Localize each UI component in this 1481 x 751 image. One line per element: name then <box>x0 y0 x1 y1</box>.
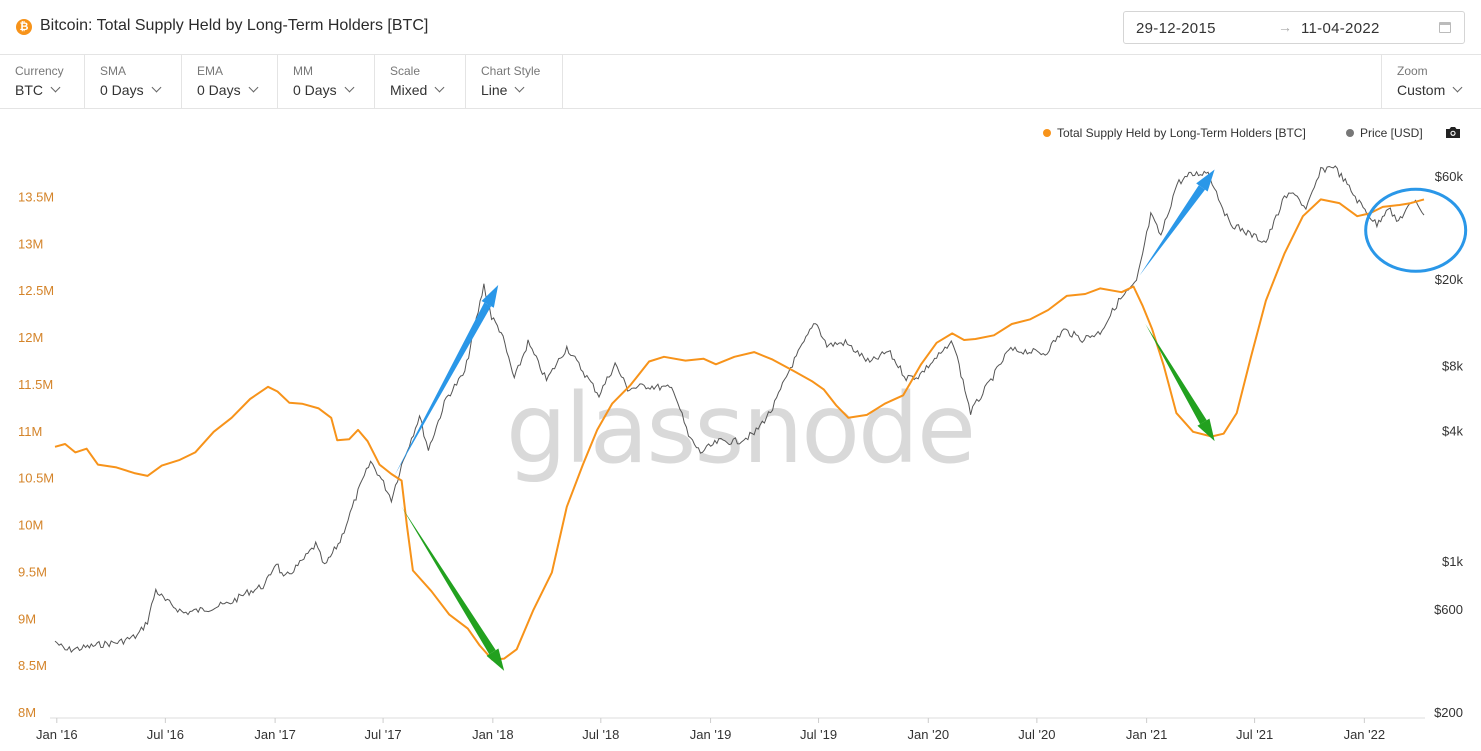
zoom-value[interactable]: Custom <box>1397 82 1463 98</box>
left-axis-tick-label: 9.5M <box>18 564 47 579</box>
x-axis: Jan '16 Jul '16 Jan '17 Jul '17 Jan '18 Jul '… <box>36 718 1385 742</box>
x-axis-tick-label: Jan '19 <box>690 727 732 742</box>
green-arrow-shaft <box>401 506 496 655</box>
blue-arrow-head <box>481 285 499 308</box>
watermark: glassnode <box>506 373 974 485</box>
chart-title: Bitcoin: Total Supply Held by Long-Term … <box>40 17 429 34</box>
right-axis-tick-label: $200 <box>1434 705 1463 720</box>
x-axis-tick-label: Jul '20 <box>1018 727 1055 742</box>
mm-value[interactable]: 0 Days <box>293 82 355 98</box>
x-axis-tick-label: Jan '22 <box>1344 727 1386 742</box>
currency-value[interactable]: BTC <box>15 82 61 98</box>
x-axis-tick-label: Jan '16 <box>36 727 78 742</box>
legend-dot-lth <box>1043 129 1051 137</box>
right-axis-tick-label: $1k <box>1442 554 1463 569</box>
date-from-field[interactable]: 29-12-2015 <box>1136 20 1216 37</box>
legend-label-price: Price [USD] <box>1360 126 1423 140</box>
left-axis-tick-label: 13M <box>18 236 43 251</box>
ema-select[interactable]: EMA 0 Days <box>182 55 278 108</box>
left-axis-tick-label: 11.5M <box>18 377 53 392</box>
lth-supply-line <box>54 198 1425 661</box>
left-axis-tick-label: 12.5M <box>18 283 54 298</box>
legend-item-price[interactable]: Price [USD] <box>1346 126 1423 140</box>
blue-arrow-shaft <box>394 302 492 476</box>
scale-label: Scale <box>390 64 421 78</box>
camera-icon[interactable] <box>1445 126 1461 139</box>
left-axis-tick-label: 10M <box>18 518 43 533</box>
arrow-right-icon: → <box>1278 19 1292 35</box>
green-arrow-head <box>486 648 505 671</box>
date-range-picker[interactable]: 29-12-2015 → 11-04-2022 <box>1123 11 1465 44</box>
legend-label-lth: Total Supply Held by Long-Term Holders [… <box>1057 126 1306 140</box>
chart-style-select[interactable]: Chart Style Line <box>466 55 563 108</box>
annotations-layer <box>394 169 1468 671</box>
right-axis-tick-label: $4k <box>1442 423 1463 438</box>
green-arrow-head <box>1197 418 1215 442</box>
right-axis-tick-label: $20k <box>1435 272 1464 287</box>
legend-item-lth[interactable]: Total Supply Held by Long-Term Holders [… <box>1043 126 1306 140</box>
right-axis-tick-label: $8k <box>1442 358 1463 373</box>
chart-toolbar: Currency BTC SMA 0 Days EMA 0 Days MM 0 … <box>0 55 1481 109</box>
blue-arrow-shaft <box>1139 185 1206 276</box>
zoom-label: Zoom <box>1397 64 1428 78</box>
x-axis-tick-label: Jan '21 <box>1126 727 1168 742</box>
sma-select[interactable]: SMA 0 Days <box>85 55 182 108</box>
chart-style-label: Chart Style <box>481 64 541 78</box>
left-axis-tick-label: 11M <box>18 424 42 439</box>
right-axis: $60k $20k $8k $4k $1k $600 $200 <box>1434 169 1463 720</box>
left-axis-tick-label: 10.5M <box>18 471 54 486</box>
left-axis-tick-label: 12M <box>18 330 43 345</box>
highlight-ellipse <box>1364 187 1468 273</box>
left-axis: 13.5M 13M 12.5M 12M 11.5M 11M 10.5M 10M 9.5M 9M 8.… <box>18 189 54 720</box>
x-axis-tick-label: Jul '19 <box>800 727 837 742</box>
sma-value[interactable]: 0 Days <box>100 82 162 98</box>
calendar-icon[interactable] <box>1439 22 1451 33</box>
zoom-select[interactable]: Zoom Custom <box>1381 55 1481 108</box>
legend-dot-price <box>1346 129 1354 137</box>
right-axis-tick-label: $60k <box>1435 169 1464 184</box>
date-to-field[interactable]: 11-04-2022 <box>1301 20 1380 37</box>
left-axis-tick-label: 13.5M <box>18 189 54 204</box>
x-axis-tick-label: Jan '17 <box>254 727 296 742</box>
scale-select[interactable]: Scale Mixed <box>375 55 466 108</box>
series-layer <box>54 165 1425 661</box>
left-axis-tick-label: 8.5M <box>18 658 47 673</box>
currency-select[interactable]: Currency BTC <box>0 55 85 108</box>
mm-label: MM <box>293 64 313 78</box>
x-axis-tick-label: Jul '17 <box>364 727 401 742</box>
left-axis-tick-label: 9M <box>18 611 36 626</box>
blue-arrow-head <box>1196 169 1215 192</box>
chart-header: ₿ Bitcoin: Total Supply Held by Long-Ter… <box>0 0 1481 55</box>
bitcoin-icon: ₿ <box>16 19 32 35</box>
sma-label: SMA <box>100 64 127 78</box>
currency-label: Currency <box>15 64 64 78</box>
price-line <box>54 165 1425 654</box>
chart-style-value[interactable]: Line <box>481 82 525 98</box>
ema-value[interactable]: 0 Days <box>197 82 259 98</box>
right-axis-tick-label: $600 <box>1434 602 1463 617</box>
x-axis-tick-label: Jul '21 <box>1236 727 1273 742</box>
ema-label: EMA <box>197 64 224 78</box>
green-arrow-shaft <box>1145 324 1207 425</box>
x-axis-tick-label: Jan '18 <box>472 727 514 742</box>
scale-value[interactable]: Mixed <box>390 82 445 98</box>
x-axis-tick-label: Jul '18 <box>582 727 619 742</box>
mm-select[interactable]: MM 0 Days <box>278 55 375 108</box>
left-axis-tick-label: 8M <box>18 705 36 720</box>
x-axis-tick-label: Jul '16 <box>147 727 184 742</box>
x-axis-tick-label: Jan '20 <box>908 727 950 742</box>
